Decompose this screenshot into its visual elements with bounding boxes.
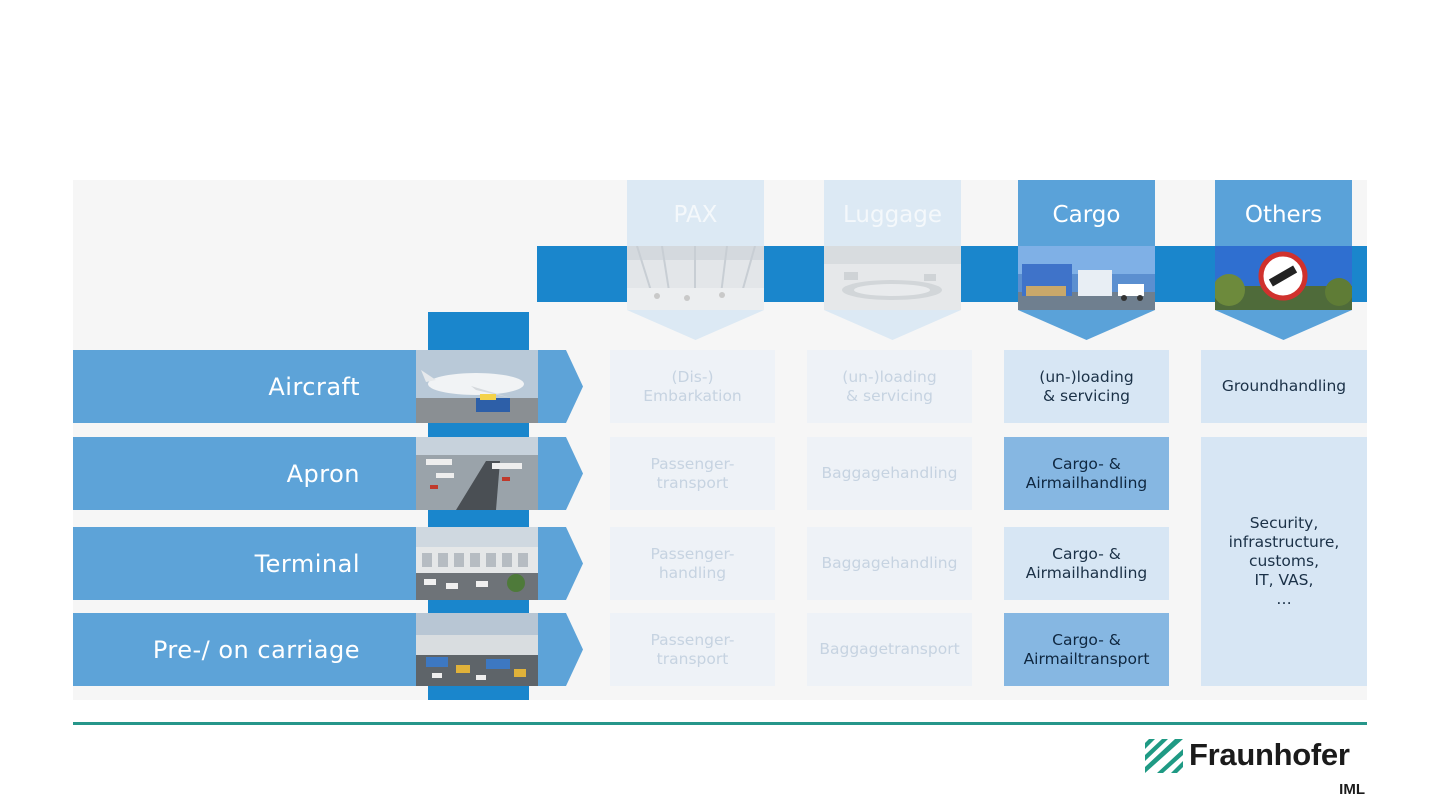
row-header-carriage: Pre-/ on carriage [73,613,583,686]
column-title: Others [1215,180,1352,246]
column-header-cargo: Cargo [1018,180,1155,340]
cell-luggage-carriage: Baggagetransport [807,613,972,686]
row-title: Terminal [73,527,416,600]
apron-photo [416,437,538,510]
right-arrow-icon [538,527,583,600]
terminal-building-photo [416,527,538,600]
cell-pax-carriage: Passenger- transport [610,613,775,686]
row-title: Pre-/ on carriage [73,613,416,686]
carriage-photo [416,613,538,686]
fraunhofer-logo: Fraunhofer IML [1145,737,1367,801]
cell-cargo-aircraft: (un-)loading & servicing [1004,350,1169,423]
column-header-others: Others [1215,180,1352,340]
down-arrow-icon [1215,310,1352,340]
down-arrow-icon [1018,310,1155,340]
row-title: Aircraft [73,350,416,423]
down-arrow-icon [627,310,764,340]
logo-name: Fraunhofer [1189,737,1350,772]
cell-luggage-aircraft: (un-)loading & servicing [807,350,972,423]
cell-cargo-terminal: Cargo- & Airmailhandling [1004,527,1169,600]
cell-pax-aircraft: (Dis-) Embarkation [610,350,775,423]
column-header-pax: PAX [627,180,764,340]
cargo-loading-photo [1018,246,1155,310]
footer-divider [73,722,1367,725]
cell-others-aircraft: Groundhandling [1201,350,1367,423]
cell-cargo-apron: Cargo- & Airmailhandling [1004,437,1169,510]
cell-others-merged: Security, infrastructure, customs, IT, V… [1201,437,1367,686]
cell-pax-apron: Passenger- transport [610,437,775,510]
road-sign-photo [1215,246,1352,310]
cell-cargo-carriage: Cargo- & Airmailtransport [1004,613,1169,686]
column-header-luggage: Luggage [824,180,961,340]
right-arrow-icon [538,613,583,686]
cell-pax-terminal: Passenger- handling [610,527,775,600]
logo-sub: IML [1339,781,1365,798]
aircraft-photo [416,350,538,423]
column-title: PAX [627,180,764,246]
row-header-apron: Apron [73,437,583,510]
cell-luggage-terminal: Baggagehandling [807,527,972,600]
cell-luggage-apron: Baggagehandling [807,437,972,510]
terminal-hall-photo [627,246,764,310]
baggage-hall-photo [824,246,961,310]
row-header-aircraft: Aircraft [73,350,583,423]
down-arrow-icon [824,310,961,340]
column-title: Cargo [1018,180,1155,246]
right-arrow-icon [538,437,583,510]
column-title: Luggage [824,180,961,246]
row-header-terminal: Terminal [73,527,583,600]
row-title: Apron [73,437,416,510]
right-arrow-icon [538,350,583,423]
fraunhofer-logo-icon [1145,739,1183,773]
